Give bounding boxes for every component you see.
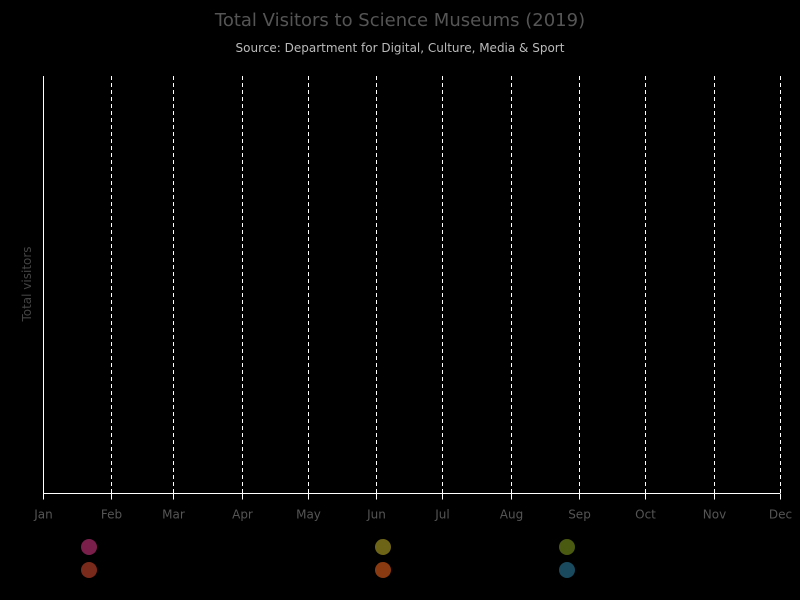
tick-label-jan: Jan [33, 508, 53, 522]
tick-label-jun: Jun [366, 508, 386, 522]
chart-subtitle: Source: Department for Digital, Culture,… [235, 41, 565, 55]
legend-marker-3[interactable] [375, 539, 391, 555]
tick-label-mar: Mar [162, 508, 185, 522]
tick-label-dec: Dec [769, 508, 792, 522]
tick-label-jul: Jul [434, 508, 449, 522]
tick-label-apr: Apr [232, 508, 253, 522]
legend-marker-4[interactable] [375, 562, 391, 578]
tick-label-aug: Aug [500, 508, 523, 522]
tick-label-may: May [296, 508, 321, 522]
legend-marker-5[interactable] [559, 539, 575, 555]
tick-label-feb: Feb [101, 508, 122, 522]
legend-marker-1[interactable] [81, 539, 97, 555]
tick-label-sep: Sep [568, 508, 591, 522]
tick-label-nov: Nov [703, 508, 726, 522]
legend-marker-2[interactable] [81, 562, 97, 578]
legend[interactable] [81, 539, 575, 578]
x-axis-ticks: Jan Feb Mar Apr May Jun Jul Aug Sep Oct Nov Dec [33, 493, 792, 522]
gridlines [111, 76, 781, 494]
tick-label-oct: Oct [635, 508, 656, 522]
chart-title: Total Visitors to Science Museums (2019) [214, 10, 586, 31]
axes [43, 76, 780, 494]
legend-marker-6[interactable] [559, 562, 575, 578]
